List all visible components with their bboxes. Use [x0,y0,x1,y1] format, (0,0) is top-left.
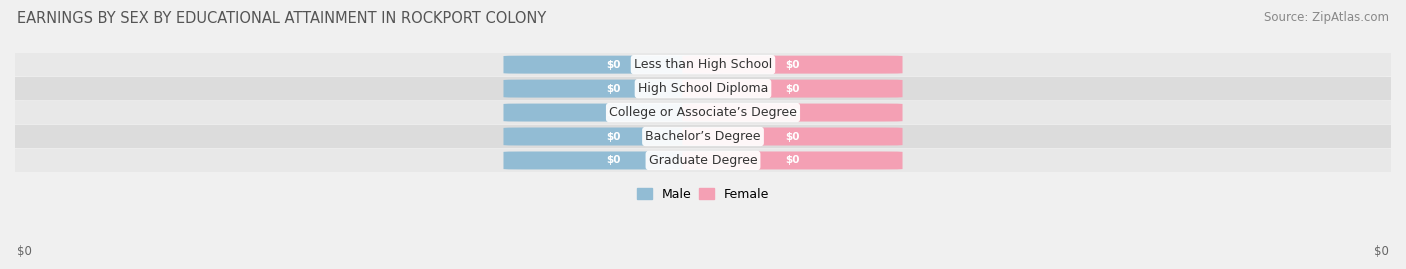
FancyBboxPatch shape [0,149,1406,172]
Text: $0: $0 [785,155,800,165]
FancyBboxPatch shape [0,125,1406,148]
Text: $0: $0 [606,108,621,118]
FancyBboxPatch shape [682,56,903,74]
Text: EARNINGS BY SEX BY EDUCATIONAL ATTAINMENT IN ROCKPORT COLONY: EARNINGS BY SEX BY EDUCATIONAL ATTAINMEN… [17,11,546,26]
FancyBboxPatch shape [503,104,724,122]
Text: Bachelor’s Degree: Bachelor’s Degree [645,130,761,143]
FancyBboxPatch shape [682,80,903,98]
Legend: Male, Female: Male, Female [633,184,773,204]
Text: $0: $0 [785,108,800,118]
Text: $0: $0 [785,60,800,70]
Text: High School Diploma: High School Diploma [638,82,768,95]
FancyBboxPatch shape [503,56,724,74]
FancyBboxPatch shape [503,80,724,98]
Text: $0: $0 [1374,245,1389,258]
FancyBboxPatch shape [0,77,1406,100]
Text: Less than High School: Less than High School [634,58,772,71]
FancyBboxPatch shape [503,128,724,146]
Text: $0: $0 [606,84,621,94]
FancyBboxPatch shape [682,104,903,122]
Text: $0: $0 [606,155,621,165]
Text: Source: ZipAtlas.com: Source: ZipAtlas.com [1264,11,1389,24]
FancyBboxPatch shape [503,151,724,169]
Text: $0: $0 [785,132,800,141]
FancyBboxPatch shape [0,101,1406,124]
Text: Graduate Degree: Graduate Degree [648,154,758,167]
FancyBboxPatch shape [682,128,903,146]
FancyBboxPatch shape [0,53,1406,76]
Text: $0: $0 [785,84,800,94]
Text: $0: $0 [606,60,621,70]
FancyBboxPatch shape [682,151,903,169]
Text: $0: $0 [17,245,32,258]
Text: $0: $0 [606,132,621,141]
Text: College or Associate’s Degree: College or Associate’s Degree [609,106,797,119]
